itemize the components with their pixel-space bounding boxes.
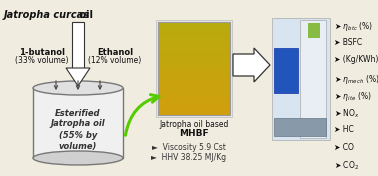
Bar: [158, 78, 230, 80]
Text: ➤ $\eta_{btc}$ (%): ➤ $\eta_{btc}$ (%): [334, 20, 373, 33]
Bar: [158, 90, 230, 92]
Bar: [158, 34, 230, 36]
Bar: [158, 40, 230, 42]
Text: Jatropha curcas: Jatropha curcas: [4, 10, 90, 20]
Bar: [158, 98, 230, 100]
Bar: [158, 68, 230, 70]
Text: volume): volume): [59, 142, 97, 150]
Ellipse shape: [33, 81, 123, 95]
Bar: [158, 26, 230, 28]
Bar: [158, 62, 230, 64]
Bar: [158, 46, 230, 48]
Text: (12% volume): (12% volume): [88, 56, 142, 65]
Text: (33% volume): (33% volume): [15, 56, 69, 65]
Bar: [158, 50, 230, 52]
Bar: [158, 94, 230, 96]
Bar: [158, 108, 230, 110]
Bar: [158, 36, 230, 38]
Bar: [158, 48, 230, 50]
FancyArrowPatch shape: [125, 95, 159, 135]
Bar: [158, 32, 230, 34]
Bar: [158, 114, 230, 116]
Text: ➤ BSFC: ➤ BSFC: [334, 37, 362, 46]
Text: ➤ $\eta_{ite}$ (%): ➤ $\eta_{ite}$ (%): [334, 90, 372, 103]
Bar: [272, 18, 330, 140]
Text: Esterified: Esterified: [55, 108, 101, 118]
Bar: [300, 20, 326, 138]
Text: 1-butanol: 1-butanol: [19, 48, 65, 57]
Bar: [33, 88, 123, 158]
Text: ►  HHV 38.25 MJ/Kg: ► HHV 38.25 MJ/Kg: [152, 153, 226, 162]
Bar: [158, 76, 230, 78]
Bar: [72, 22, 84, 76]
Bar: [158, 70, 230, 72]
Polygon shape: [66, 68, 90, 86]
Bar: [158, 24, 230, 26]
Bar: [158, 44, 230, 46]
Bar: [158, 74, 230, 76]
Bar: [156, 20, 232, 117]
Bar: [158, 80, 230, 82]
Bar: [158, 104, 230, 106]
Bar: [158, 88, 230, 90]
Text: MHBF: MHBF: [179, 129, 209, 138]
Bar: [158, 56, 230, 58]
Bar: [158, 100, 230, 102]
Bar: [158, 64, 230, 66]
Bar: [158, 86, 230, 88]
Text: ➤ CO$_2$: ➤ CO$_2$: [334, 160, 359, 172]
Bar: [158, 102, 230, 104]
Text: oil: oil: [76, 10, 93, 20]
Text: (55% by: (55% by: [59, 130, 97, 140]
Text: ➤ CO: ➤ CO: [334, 143, 354, 152]
Text: Jatropha oil based: Jatropha oil based: [159, 120, 229, 129]
Bar: [158, 110, 230, 112]
Bar: [274, 48, 298, 93]
Bar: [158, 52, 230, 54]
Text: ➤ $\eta_{mech}$ (%): ➤ $\eta_{mech}$ (%): [334, 73, 378, 86]
Bar: [274, 118, 326, 136]
Bar: [158, 66, 230, 68]
Bar: [158, 72, 230, 74]
Ellipse shape: [33, 151, 123, 165]
Bar: [158, 92, 230, 94]
Bar: [158, 42, 230, 44]
Bar: [158, 38, 230, 40]
Bar: [158, 22, 230, 24]
Bar: [308, 23, 320, 38]
Text: ➤ (Kg/KWh): ➤ (Kg/KWh): [334, 55, 378, 64]
Bar: [158, 106, 230, 108]
Bar: [158, 112, 230, 114]
Bar: [158, 60, 230, 62]
Text: Ethanol: Ethanol: [97, 48, 133, 57]
Bar: [158, 82, 230, 84]
Text: ➤ HC: ➤ HC: [334, 125, 354, 134]
Text: Jatropha oil: Jatropha oil: [51, 120, 105, 128]
Bar: [158, 96, 230, 98]
Bar: [158, 30, 230, 32]
Bar: [158, 84, 230, 86]
Bar: [158, 22, 230, 115]
Bar: [158, 54, 230, 56]
Text: ►  Viscosity 5.9 Cst: ► Viscosity 5.9 Cst: [152, 143, 226, 152]
Polygon shape: [233, 48, 270, 82]
Text: ➤ NO$_x$: ➤ NO$_x$: [334, 108, 360, 120]
Bar: [158, 58, 230, 60]
Bar: [158, 28, 230, 30]
